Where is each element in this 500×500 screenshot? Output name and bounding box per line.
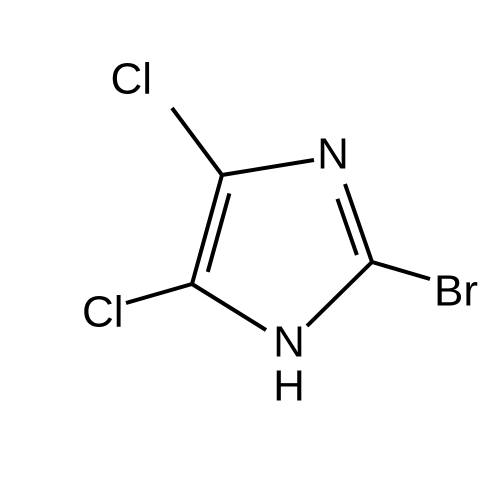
atom-label-n1: N (317, 130, 349, 179)
atom-label-cl4: Cl (82, 288, 124, 337)
bond-c4-cl4 (126, 284, 192, 303)
bond-c4-c5-inner (208, 193, 230, 271)
bond-c2-n3 (307, 262, 372, 326)
bond-c5-cl5 (172, 108, 222, 175)
molecule-diagram: NNHClClBr (0, 0, 500, 500)
atom-label-br: Br (434, 267, 478, 316)
bond-c5-n1 (222, 160, 314, 175)
atom-label-cl5: Cl (110, 55, 152, 104)
bond-c2-br (372, 262, 430, 279)
atom-label-h3: H (273, 362, 305, 411)
atom-label-n3: N (273, 318, 305, 367)
bond-n1-c2 (345, 184, 372, 262)
bond-n3-c4 (192, 284, 266, 330)
bonds-layer (126, 108, 430, 330)
labels-layer: NNHClClBr (82, 55, 478, 411)
